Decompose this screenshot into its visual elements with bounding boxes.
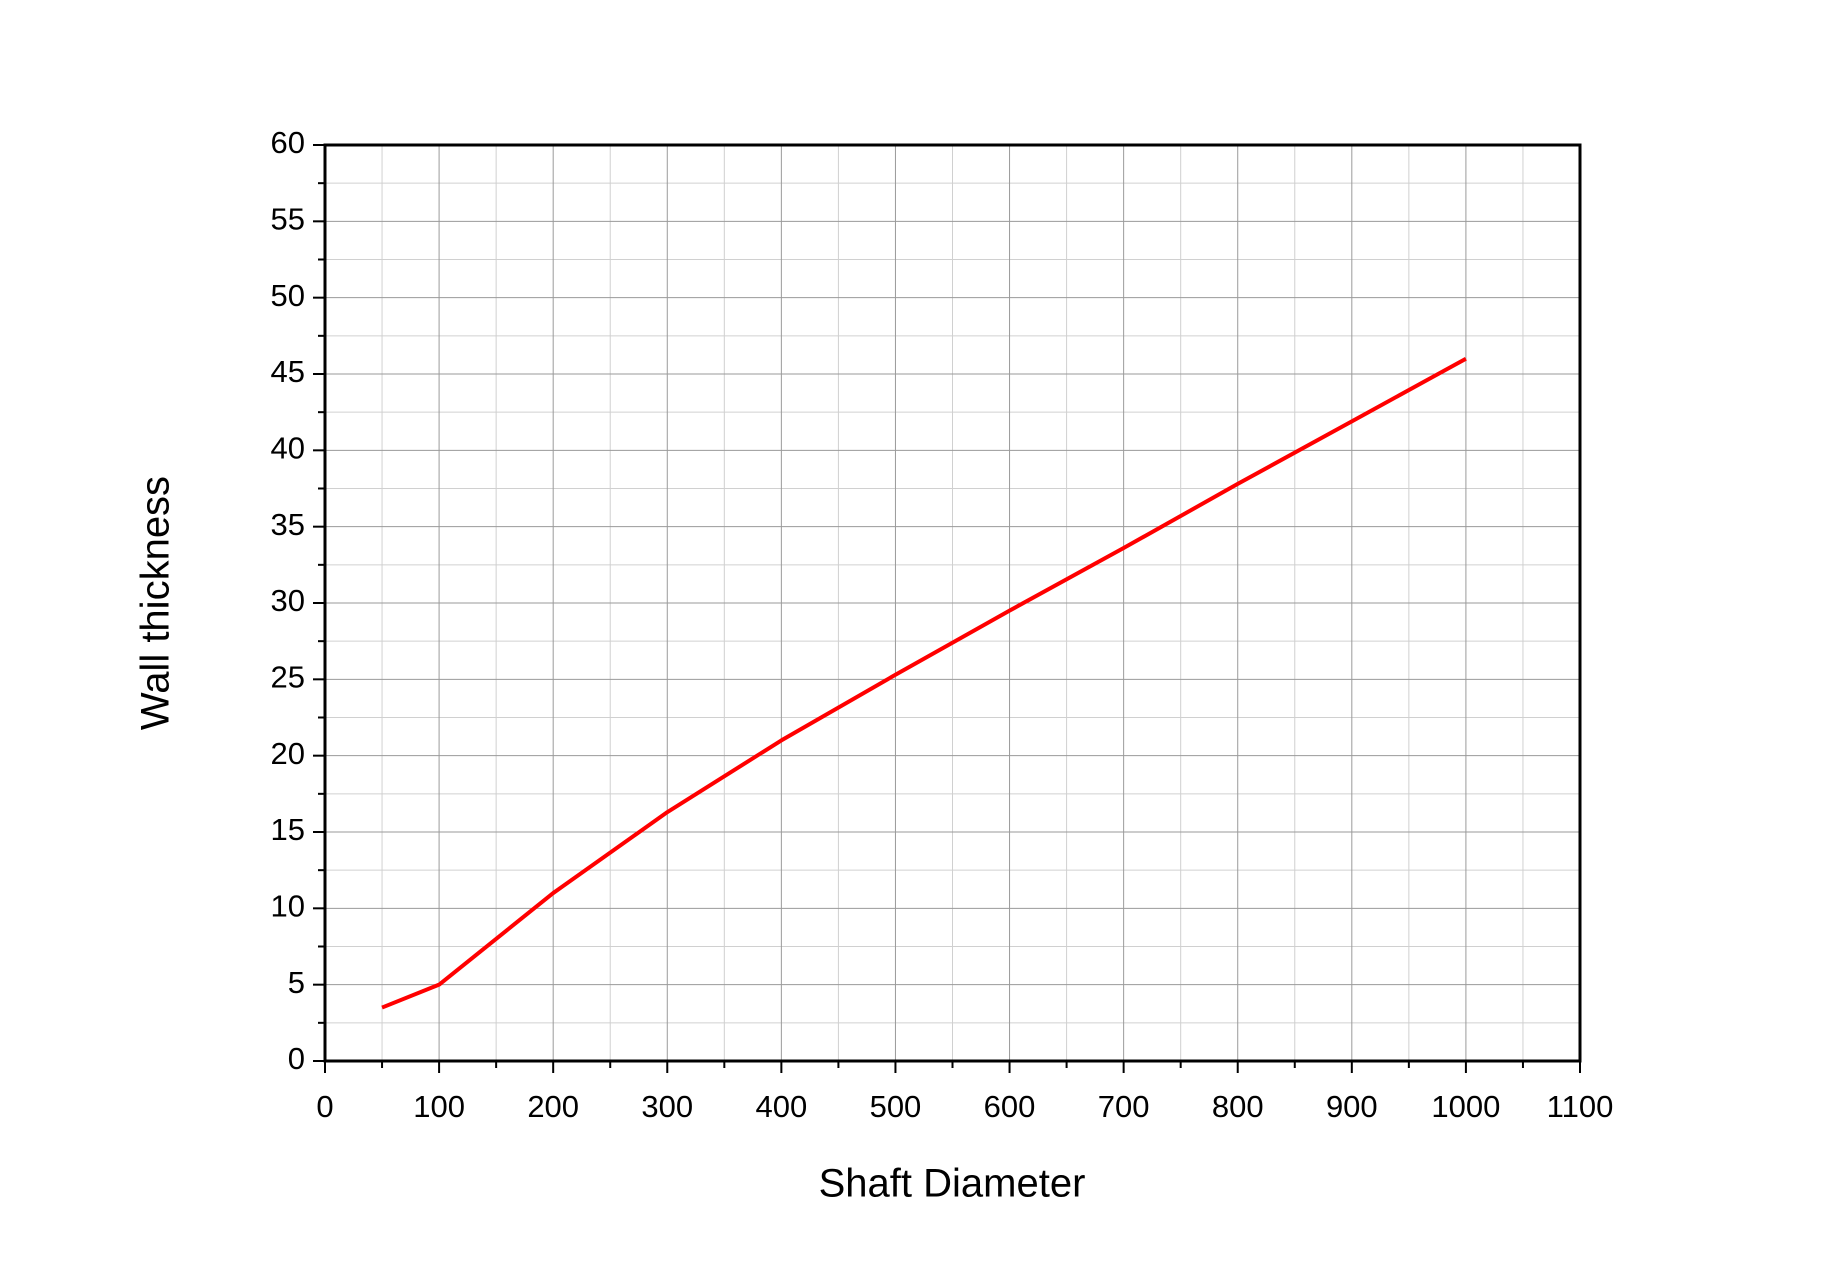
y-tick-label: 35 (271, 507, 305, 542)
y-tick-label: 45 (271, 354, 305, 389)
y-tick-label: 50 (271, 278, 305, 313)
y-tick-label: 5 (288, 965, 305, 1000)
y-tick-label: 60 (271, 125, 305, 160)
x-tick-label: 900 (1326, 1089, 1378, 1124)
x-tick-label: 100 (413, 1089, 465, 1124)
y-tick-label: 55 (271, 202, 305, 237)
x-tick-label: 700 (1098, 1089, 1150, 1124)
y-tick-label: 15 (271, 812, 305, 847)
y-tick-label: 40 (271, 431, 305, 466)
plot-frame (323, 143, 1582, 1063)
y-tick-label: 10 (271, 889, 305, 924)
x-tick-label: 1100 (1547, 1089, 1614, 1124)
x-tick-label: 600 (984, 1089, 1036, 1124)
y-tick-label: 30 (271, 583, 305, 618)
y-tick-label: 0 (288, 1041, 305, 1076)
x-tick-label: 300 (641, 1089, 693, 1124)
x-tick-label: 1000 (1431, 1089, 1500, 1124)
x-axis-title: Shaft Diameter (819, 1162, 1086, 1206)
data-line (381, 356, 1467, 1010)
x-tick-label: 200 (527, 1089, 579, 1124)
x-tick-label: 500 (870, 1089, 922, 1124)
x-tick-label: 0 (316, 1089, 333, 1124)
y-tick-label: 20 (271, 736, 305, 771)
x-tick-label: 400 (755, 1089, 807, 1124)
x-tick-label: 800 (1212, 1089, 1264, 1124)
y-axis-title: Wall thickness (134, 476, 178, 730)
y-tick-label: 25 (271, 660, 305, 695)
